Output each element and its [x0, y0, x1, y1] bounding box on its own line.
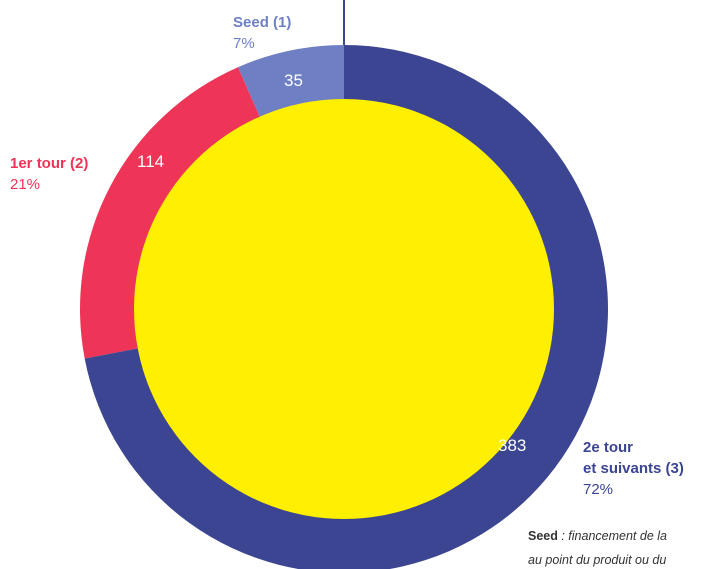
- footnote-term: Seed: [528, 529, 558, 543]
- share-label: 21%: [10, 176, 41, 193]
- value-label: 35: [284, 71, 303, 90]
- category-label: 2e tour et suivants (3) 72%: [583, 437, 684, 500]
- category-label: 1er tour (2) 21%: [10, 153, 88, 195]
- category-label: Seed (1) 7%: [233, 12, 291, 54]
- share-label: 7%: [233, 35, 255, 52]
- category-name: Seed (1): [233, 14, 292, 31]
- share-label: 72%: [583, 481, 614, 498]
- value-label: 114: [137, 152, 165, 171]
- category-name: 1er tour (2): [10, 155, 89, 172]
- footnote: au point du produit ou du: [528, 553, 666, 567]
- center: [134, 99, 554, 519]
- footnote: Seed : financement de la: [528, 529, 667, 543]
- footnote-text: : financement de la: [557, 529, 667, 543]
- category-name: 2e tour et suivants (3): [583, 439, 684, 477]
- footnote-text: au point du produit ou du: [528, 553, 667, 567]
- value-label: 383: [498, 436, 527, 455]
